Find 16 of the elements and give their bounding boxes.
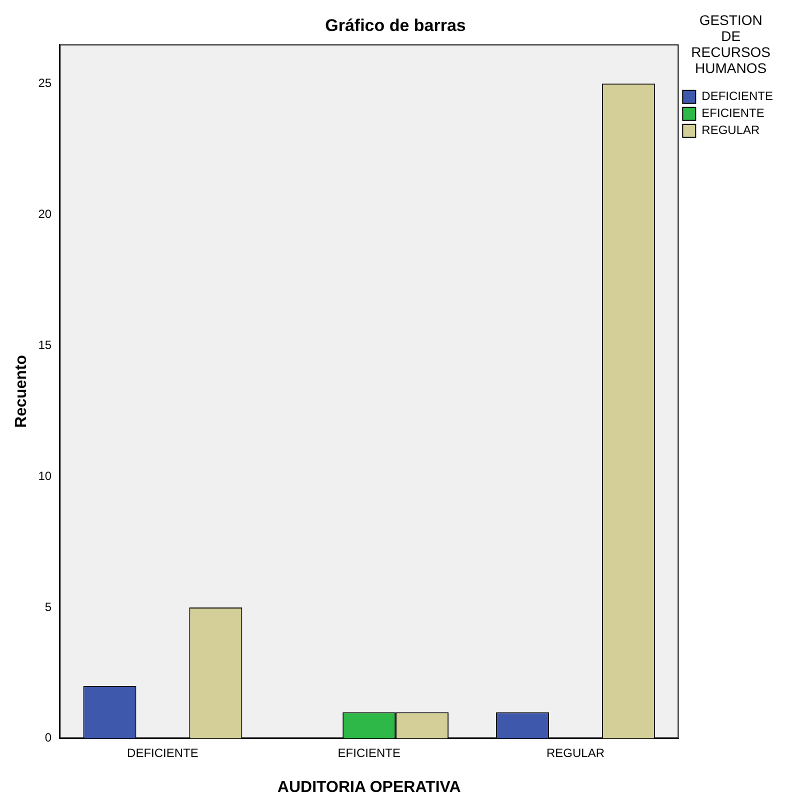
legend-label: REGULAR [702,123,760,138]
y-tick-label: 0 [44,730,52,745]
y-tick-label: 15 [38,338,52,352]
legend-label: EFICIENTE [702,106,764,120]
y-tick-label: 10 [38,468,52,483]
y-tick-label: 25 [38,76,52,90]
x-axis-title: AUDITORIA OPERATIVA [277,778,462,796]
y-tick-label: 5 [44,600,52,614]
legend-label: DEFICIENTE [702,89,774,104]
x-tick-label: EFICIENTE [338,746,400,760]
y-tick-label: 20 [38,206,52,221]
legend-title: GESTION DE RECURSOS HUMANOS [691,12,771,76]
chart-title: Gráfico de barras [325,16,466,35]
y-axis-title: Recuento [13,354,30,428]
x-tick-label: REGULAR [546,746,605,760]
x-tick-label: DEFICIENTE [127,746,198,760]
